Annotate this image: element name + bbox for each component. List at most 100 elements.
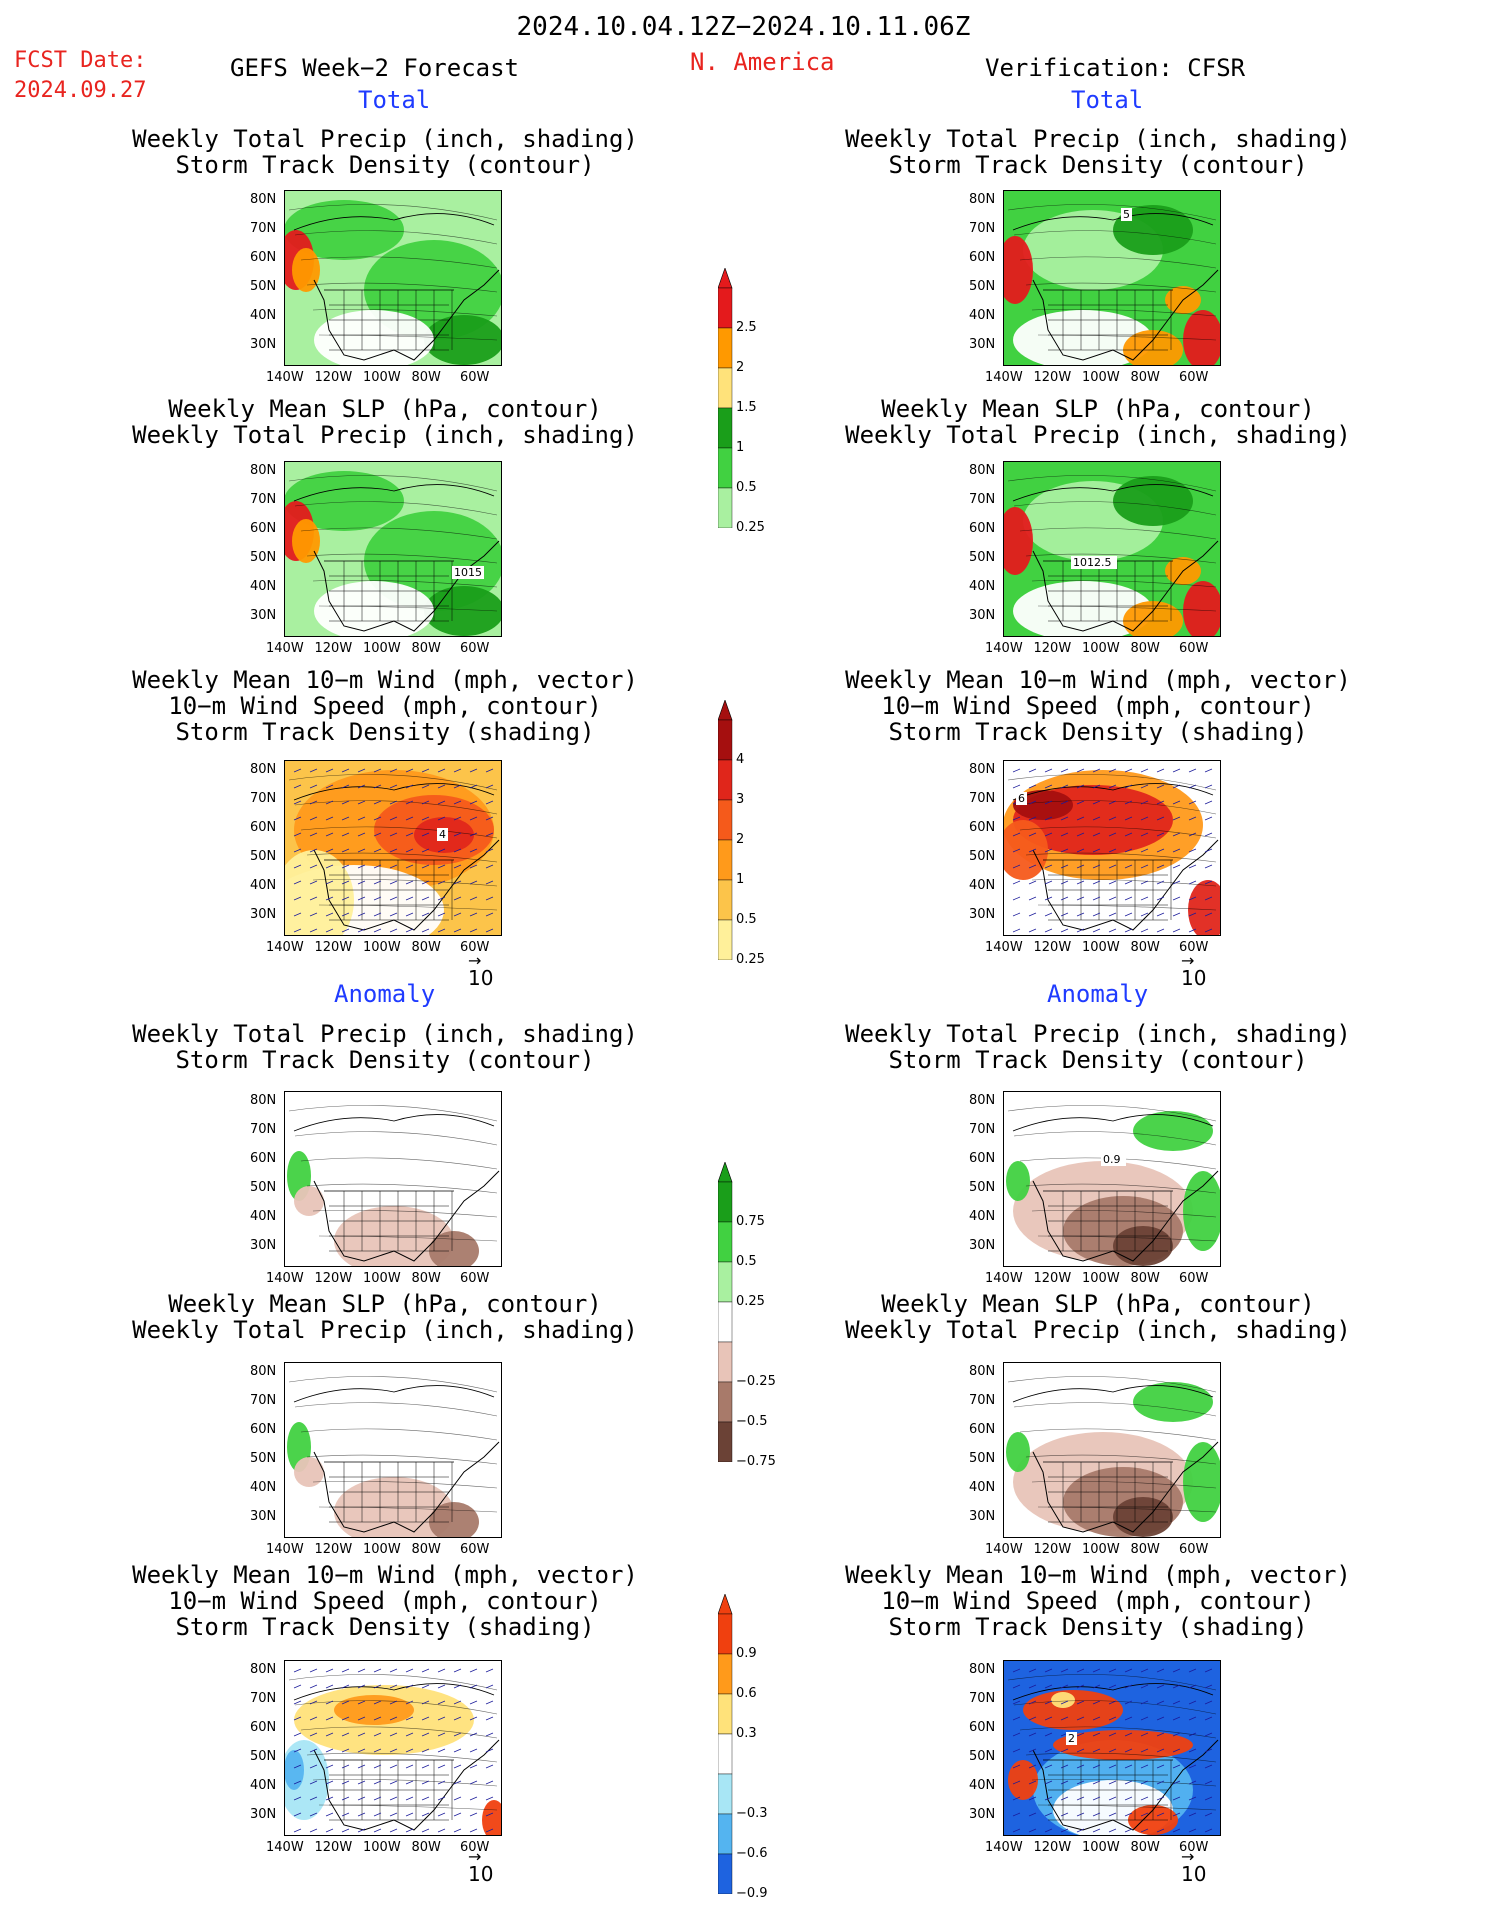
lat-tick-label: 60N <box>969 1422 996 1437</box>
lat-tick-label: 60N <box>250 250 277 265</box>
lat-tick-label: 50N <box>250 279 277 294</box>
colorbar-label: 1 <box>736 440 745 455</box>
lon-tick-label: 140W <box>266 1542 304 1557</box>
lat-tick-label: 40N <box>250 878 277 893</box>
lon-tick-label: 120W <box>1033 1840 1072 1855</box>
lat-tick-label: 60N <box>969 1151 996 1166</box>
lat-tick-label: 60N <box>250 1720 277 1735</box>
contour-label: 6 <box>1018 792 1025 805</box>
lon-tick-label: 120W <box>314 1542 353 1557</box>
map-panel-l5 <box>284 1362 502 1538</box>
lat-tick-label: 40N <box>250 1778 277 1793</box>
contour-label: 1015 <box>454 566 482 579</box>
colorbar-segment <box>717 1693 733 1735</box>
colorbar-label: 0.3 <box>736 1726 757 1741</box>
lat-tick-label: 60N <box>969 820 996 835</box>
lat-tick-label: 60N <box>969 250 996 265</box>
colorbar-segment <box>717 367 733 409</box>
lon-tick-label: 80W <box>411 940 441 955</box>
colorbar-label: 0.5 <box>736 480 757 495</box>
fcst-date-value: 2024.09.27 <box>14 78 147 103</box>
contour-label: 1012.5 <box>1073 556 1112 569</box>
lat-tick-label: 60N <box>250 1151 277 1166</box>
colorbar-segment <box>717 1221 733 1263</box>
lat-tick-label: 70N <box>969 1691 996 1706</box>
lat-tick-label: 80N <box>969 192 996 207</box>
date-range-title: 2024.10.04.12Z−2024.10.11.06Z <box>516 12 971 42</box>
panel-title-l4: Weekly Total Precip (inch, shading) Storm… <box>132 1020 638 1074</box>
lon-tick-label: 80W <box>1130 370 1160 385</box>
lat-tick-label: 60N <box>250 521 277 536</box>
contour-label: 0.9 <box>1103 1153 1121 1166</box>
colorbar-label: −0.9 <box>736 1886 768 1901</box>
colorbar-label: 2 <box>736 832 745 847</box>
lon-tick-label: 80W <box>1130 641 1160 656</box>
lon-tick-label: 140W <box>985 1840 1023 1855</box>
contour-label: 5 <box>1123 208 1130 221</box>
colorbar-label: 1.5 <box>736 400 757 415</box>
lat-tick-label: 40N <box>969 878 996 893</box>
lat-tick-label: 30N <box>969 1509 996 1524</box>
lat-tick-label: 70N <box>250 791 277 806</box>
vector-reference-l3: → 10 <box>468 951 494 991</box>
lat-tick-label: 70N <box>969 1393 996 1408</box>
lon-tick-label: 140W <box>266 1840 304 1855</box>
contour-label: 4 <box>439 828 446 841</box>
map-panel-r1: 5 <box>1003 190 1221 366</box>
region-label: N. America <box>690 48 835 76</box>
lat-tick-label: 30N <box>969 1807 996 1822</box>
colorbar-label: 2.5 <box>736 320 757 335</box>
map-panel-r3: 6 <box>1003 760 1221 936</box>
lon-tick-label: 60W <box>460 1840 490 1855</box>
colorbar-label: −0.25 <box>736 1374 776 1389</box>
map-panel-r4: 0.9 <box>1003 1091 1221 1267</box>
lon-tick-label: 80W <box>1130 1271 1160 1286</box>
lat-tick-label: 70N <box>250 1691 277 1706</box>
lon-tick-label: 60W <box>1179 940 1209 955</box>
panel-title-l3: Weekly Mean 10−m Wind (mph, vector) 10−m … <box>132 666 638 746</box>
lon-tick-label: 100W <box>1082 1542 1120 1557</box>
colorbar-segment <box>717 1813 733 1855</box>
lat-tick-label: 50N <box>250 1180 277 1195</box>
lat-tick-label: 80N <box>250 463 277 478</box>
lon-tick-label: 120W <box>1033 1542 1072 1557</box>
lat-tick-label: 80N <box>250 1662 277 1677</box>
lat-tick-label: 80N <box>969 1662 996 1677</box>
colorbar-segment <box>717 1421 733 1463</box>
colorbar-label: 4 <box>736 752 745 767</box>
lat-tick-label: 30N <box>250 1238 277 1253</box>
lon-tick-label: 100W <box>1082 641 1120 656</box>
panel-title-l6: Weekly Mean 10−m Wind (mph, vector) 10−m … <box>132 1561 638 1641</box>
panel-title-r4: Weekly Total Precip (inch, shading) Storm… <box>845 1020 1351 1074</box>
panel-title-l1: Weekly Total Precip (inch, shading) Storm… <box>132 125 638 179</box>
lon-tick-label: 100W <box>363 1271 401 1286</box>
colorbar-segment <box>717 1261 733 1303</box>
lat-tick-label: 70N <box>969 492 996 507</box>
colorbar-segment <box>717 839 733 881</box>
colorbar-segment <box>717 1381 733 1423</box>
lat-tick-label: 50N <box>250 1451 277 1466</box>
colorbar-label: 0.25 <box>736 952 765 967</box>
lat-tick-label: 70N <box>250 221 277 236</box>
lon-tick-label: 60W <box>1179 1840 1209 1855</box>
lon-tick-label: 80W <box>411 370 441 385</box>
lon-tick-label: 60W <box>1179 641 1209 656</box>
lon-tick-label: 100W <box>1082 1271 1120 1286</box>
colorbar-segment <box>717 1853 733 1895</box>
lat-tick-label: 80N <box>969 1364 996 1379</box>
lat-tick-label: 30N <box>969 907 996 922</box>
lat-tick-label: 80N <box>969 1093 996 1108</box>
lat-tick-label: 80N <box>969 463 996 478</box>
lat-tick-label: 60N <box>969 1720 996 1735</box>
colorbar-segment <box>717 919 733 961</box>
panel-title-l5: Weekly Mean SLP (hPa, contour) Weekly Tot… <box>132 1290 638 1344</box>
colorbar-storm-anomaly: 0.9 0.6 0.3 −0.3 −0.6 −0.9 <box>717 1593 798 1901</box>
lat-tick-label: 30N <box>250 608 277 623</box>
lat-tick-label: 70N <box>969 221 996 236</box>
lon-tick-label: 120W <box>314 1271 353 1286</box>
panel-title-r6: Weekly Mean 10−m Wind (mph, vector) 10−m … <box>845 1561 1351 1641</box>
lat-tick-label: 70N <box>250 1393 277 1408</box>
lat-tick-label: 80N <box>250 1093 277 1108</box>
colorbar-segment <box>717 879 733 921</box>
lon-tick-label: 100W <box>363 940 401 955</box>
